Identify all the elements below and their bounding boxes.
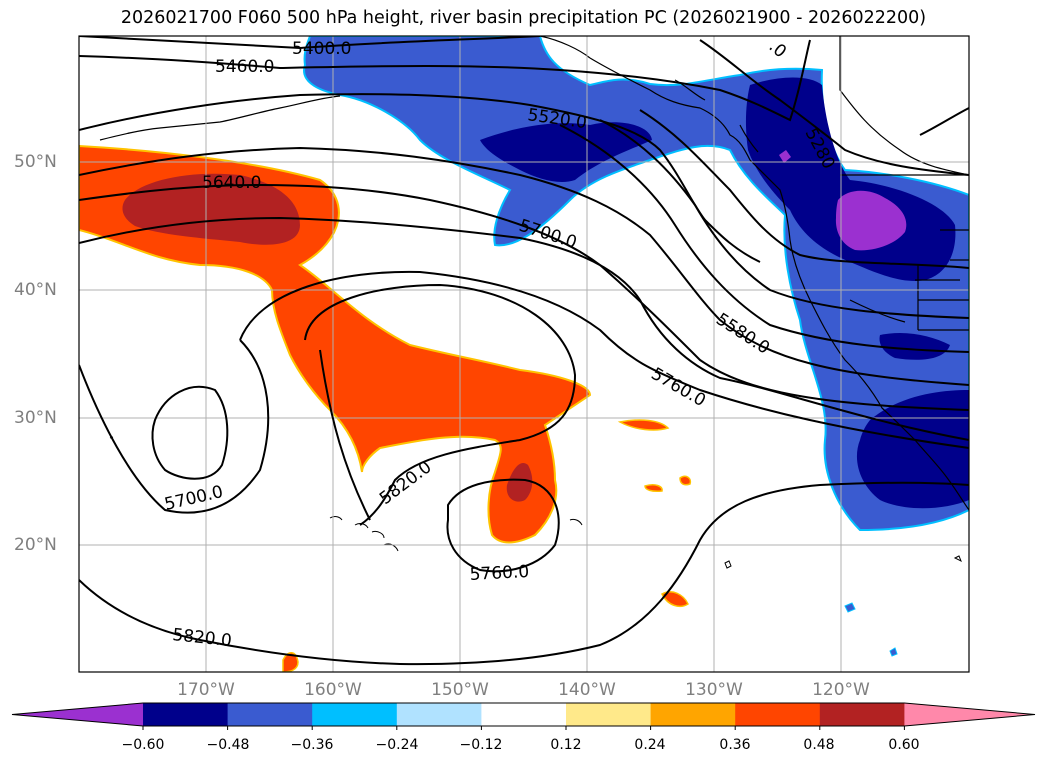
positive-island-2 xyxy=(644,484,663,492)
contour-5400 xyxy=(79,36,541,50)
colorbar-bin xyxy=(312,703,398,726)
colorbar-tick-label: 0.60 xyxy=(888,737,920,753)
contour-5760 xyxy=(239,270,969,449)
contour-label: 5640.0 xyxy=(202,173,261,193)
contour-label: 5760.0 xyxy=(469,562,529,585)
contour-outer-5 xyxy=(559,124,969,353)
contour-5700-north xyxy=(79,216,969,441)
contour-outer-2 xyxy=(919,107,969,136)
graticule xyxy=(79,36,969,672)
map-frame xyxy=(78,35,970,673)
colorbar-bin xyxy=(819,703,905,726)
negative-extreme-spot xyxy=(779,150,791,163)
coastlines xyxy=(99,36,969,511)
lon-label-150w: 150°W xyxy=(431,680,489,700)
negative-strong-region-3 xyxy=(856,390,969,509)
lat-label-50n: 50°N xyxy=(14,152,57,172)
contour-label: 5700.0 xyxy=(163,482,225,515)
lon-label-160w: 160°W xyxy=(304,680,362,700)
colorbar-tick-label: −0.36 xyxy=(290,737,334,753)
contour-5760-cell xyxy=(446,478,560,573)
colorbar-bin xyxy=(143,703,229,726)
contour-outer-3 xyxy=(639,109,969,269)
contour-label: 5760.0 xyxy=(648,364,710,411)
lon-label-170w: 170°W xyxy=(177,680,235,700)
contour-5580 xyxy=(79,146,969,386)
colorbar-tick-label: −0.12 xyxy=(459,737,503,753)
contour-5640 xyxy=(79,183,969,411)
contour-label: .0 xyxy=(765,37,790,63)
positive-island-3 xyxy=(661,591,689,607)
colorbar-bin xyxy=(227,703,313,726)
lat-label-30n: 30°N xyxy=(14,408,57,428)
colorbar-extend-low xyxy=(12,703,143,726)
contour-5820-south xyxy=(79,481,969,666)
negative-island-2 xyxy=(889,647,898,657)
contour-5700-cell xyxy=(151,385,229,480)
lon-label-130w: 130°W xyxy=(685,680,743,700)
contour-outer-1 xyxy=(319,349,371,521)
map-title: 2026021700 F060 500 hPa height, river ba… xyxy=(120,8,927,28)
lat-label-40n: 40°N xyxy=(14,280,57,300)
contour-label: 5820.0 xyxy=(171,625,232,651)
colorbar-tick-label: 0.24 xyxy=(634,737,666,753)
positive-island-1 xyxy=(617,419,670,431)
contour-label: 5460.0 xyxy=(215,57,274,77)
contour-5700-west xyxy=(79,339,270,514)
lon-label-120w: 120°W xyxy=(812,680,870,700)
negative-island-1 xyxy=(844,602,856,613)
colorbar-tick-label: −0.48 xyxy=(206,737,250,753)
colorbar-tick-label: 0.12 xyxy=(550,737,582,753)
contour-5280 xyxy=(699,39,969,176)
positive-island-5 xyxy=(679,475,692,486)
colorbar-tick-label: −0.24 xyxy=(375,737,419,753)
colorbar-bin xyxy=(566,703,652,726)
colorbar-bin xyxy=(735,703,821,726)
contour-5820 xyxy=(304,283,577,526)
colorbar-bin xyxy=(481,703,567,726)
lat-label-20n: 20°N xyxy=(14,535,57,555)
height-contours xyxy=(79,36,969,666)
contour-label: 5580.0 xyxy=(712,309,773,358)
colorbar-extend-high xyxy=(904,703,1035,726)
positive-strong-region-south xyxy=(506,462,533,502)
colorbar xyxy=(11,702,1036,730)
colorbar-tick-label: 0.48 xyxy=(803,737,835,753)
negative-strong-region-4 xyxy=(879,333,950,360)
map-field-layer: 5400.0 5460.0 5520.0 5640.0 5700.0 5580.… xyxy=(79,36,969,672)
contour-5460 xyxy=(79,39,811,122)
contour-outer-4 xyxy=(599,119,969,319)
colorbar-tick-label: −0.60 xyxy=(121,737,165,753)
colorbar-bin xyxy=(650,703,736,726)
contour-label: 5820.0 xyxy=(376,457,436,509)
negative-extreme-region xyxy=(835,190,907,251)
contour-label: 5400.0 xyxy=(292,39,351,59)
lon-label-140w: 140°W xyxy=(558,680,616,700)
colorbar-tick-label: 0.36 xyxy=(719,737,751,753)
positive-strong-region xyxy=(122,173,300,245)
negative-strong-region-2 xyxy=(480,122,652,182)
colorbar-bin xyxy=(396,703,482,726)
